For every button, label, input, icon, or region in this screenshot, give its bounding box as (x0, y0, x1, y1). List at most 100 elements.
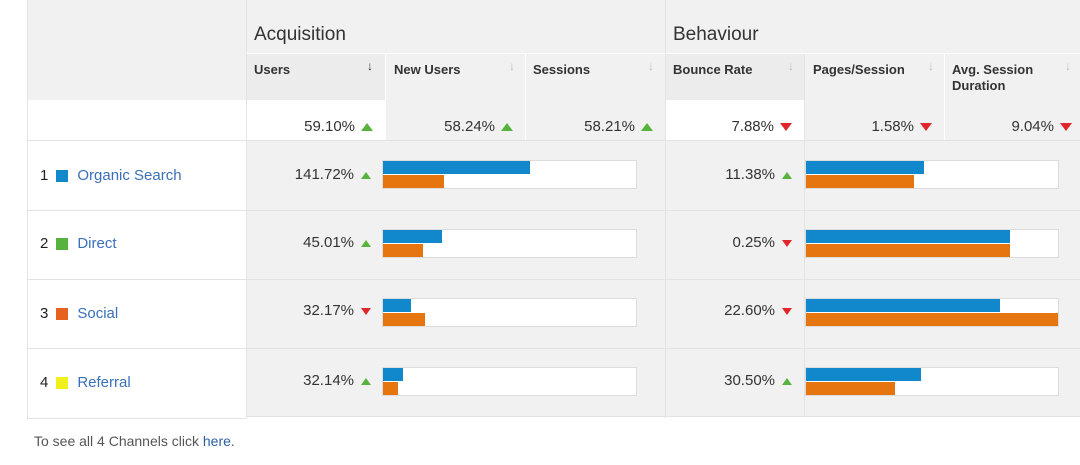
current-period-bar (806, 230, 1010, 243)
previous-period-bar (806, 382, 895, 395)
total-users-value: 59.10% (304, 118, 355, 135)
divider (27, 140, 1080, 141)
col-users[interactable]: Users ↓ (247, 54, 385, 100)
arrow-down-icon (782, 239, 792, 247)
channel-link-referral[interactable]: Referral (77, 374, 131, 391)
group-header-bar (246, 0, 1080, 53)
arrow-down-icon (920, 123, 932, 132)
footer-period: . (230, 433, 235, 449)
divider (27, 348, 1080, 349)
previous-period-bar (383, 175, 444, 188)
channel-row: 4 Referral (27, 349, 246, 418)
total-sessions-cell: 58.21% (526, 100, 665, 140)
previous-period-bar (383, 244, 423, 257)
total-users-cell: 59.10% (246, 100, 385, 140)
arrow-down-icon (361, 307, 371, 315)
total-bounce-rate-value: 7.88% (731, 118, 774, 135)
current-period-bar (383, 230, 442, 243)
col-avg-session-line2: Duration (952, 78, 1006, 93)
col-pages-session-label: Pages/Session (813, 62, 905, 77)
group-acquisition: Acquisition (254, 24, 346, 45)
col-pages-session[interactable]: Pages/Session ↓ (805, 54, 944, 100)
divider (27, 279, 1080, 280)
divider (27, 0, 28, 419)
footer-text: To see all 4 Channels click (34, 433, 203, 449)
acq-bar-chart (382, 229, 637, 258)
beh-bar-chart (805, 298, 1059, 327)
channel-link-direct[interactable]: Direct (77, 235, 117, 252)
sort-arrow-icon: ↓ (648, 59, 654, 73)
row-acq-value: 32.17% (303, 302, 354, 319)
current-period-bar (806, 299, 1000, 312)
row-index: 2 (40, 235, 49, 252)
arrow-up-icon (361, 377, 371, 385)
total-sessions-value: 58.21% (584, 118, 635, 135)
acq-bar-chart (382, 298, 637, 327)
arrow-up-icon (782, 377, 792, 385)
previous-period-bar (806, 175, 914, 188)
arrow-up-icon (361, 239, 371, 247)
arrow-up-icon (501, 123, 513, 132)
col-avg-session-label: Avg. Session Duration (952, 62, 1033, 94)
total-pages-session-value: 1.58% (871, 118, 914, 135)
channel-row: 1 Organic Search (27, 141, 246, 210)
total-new-users-value: 58.24% (444, 118, 495, 135)
col-new-users-label: New Users (394, 62, 461, 77)
previous-period-bar (806, 313, 1058, 326)
col-new-users[interactable]: New Users ↓ (386, 54, 525, 100)
beh-bar-chart (805, 367, 1059, 396)
channel-color-swatch (56, 307, 69, 320)
col-users-label: Users (254, 62, 291, 77)
previous-period-bar (383, 313, 425, 326)
channel-link-organic-search[interactable]: Organic Search (77, 167, 182, 184)
total-bounce-rate-cell: 7.88% (666, 100, 804, 140)
row-beh-value: 30.50% (724, 372, 775, 389)
col-bounce-rate-label: Bounce Rate (673, 62, 753, 77)
footer-note: To see all 4 Channels click here. (34, 433, 235, 449)
previous-period-bar (806, 244, 1010, 257)
arrow-up-icon (641, 123, 653, 132)
total-new-users-cell: 58.24% (386, 100, 525, 140)
arrow-up-icon (782, 171, 792, 179)
arrow-down-icon (782, 307, 792, 315)
current-period-bar (383, 299, 411, 312)
row-beh-value: 11.38% (725, 166, 775, 183)
col-bounce-rate[interactable]: Bounce Rate ↓ (666, 54, 804, 100)
beh-bar-chart (805, 160, 1059, 189)
col-sessions[interactable]: Sessions ↓ (526, 54, 665, 100)
col-avg-session-line1: Avg. Session (952, 62, 1034, 77)
current-period-bar (383, 161, 530, 174)
acq-bar-chart (382, 367, 637, 396)
group-behaviour: Behaviour (673, 24, 759, 45)
channel-color-swatch (56, 237, 69, 250)
total-avg-session-value: 9.04% (1011, 118, 1054, 135)
see-all-channels-link[interactable]: here (202, 433, 231, 449)
divider (246, 416, 1080, 417)
sort-arrow-icon: ↓ (1065, 59, 1071, 73)
channel-color-swatch (56, 169, 69, 182)
sort-arrow-icon: ↓ (367, 59, 373, 73)
col-sessions-label: Sessions (533, 62, 591, 77)
current-period-bar (806, 161, 924, 174)
channel-row: 3 Social (27, 280, 246, 348)
row-index: 4 (40, 374, 49, 391)
divider (804, 54, 805, 416)
channel-row: 2 Direct (27, 211, 246, 279)
row-index: 3 (40, 305, 49, 322)
acq-bar-chart (382, 160, 637, 189)
col-avg-session-duration[interactable]: Avg. Session Duration ↓ (945, 54, 1080, 100)
channel-link-social[interactable]: Social (77, 305, 119, 322)
beh-bar-chart (805, 229, 1059, 258)
divider (665, 0, 666, 418)
total-avg-session-cell: 9.04% (945, 100, 1080, 140)
arrow-down-icon (780, 123, 792, 132)
channel-color-swatch (56, 376, 69, 389)
sort-arrow-icon: ↓ (788, 59, 794, 73)
divider (27, 210, 1080, 211)
divider (246, 0, 247, 418)
row-index: 1 (40, 167, 49, 184)
arrow-up-icon (361, 171, 371, 179)
divider (27, 418, 246, 419)
current-period-bar (383, 368, 403, 381)
previous-period-bar (383, 382, 398, 395)
